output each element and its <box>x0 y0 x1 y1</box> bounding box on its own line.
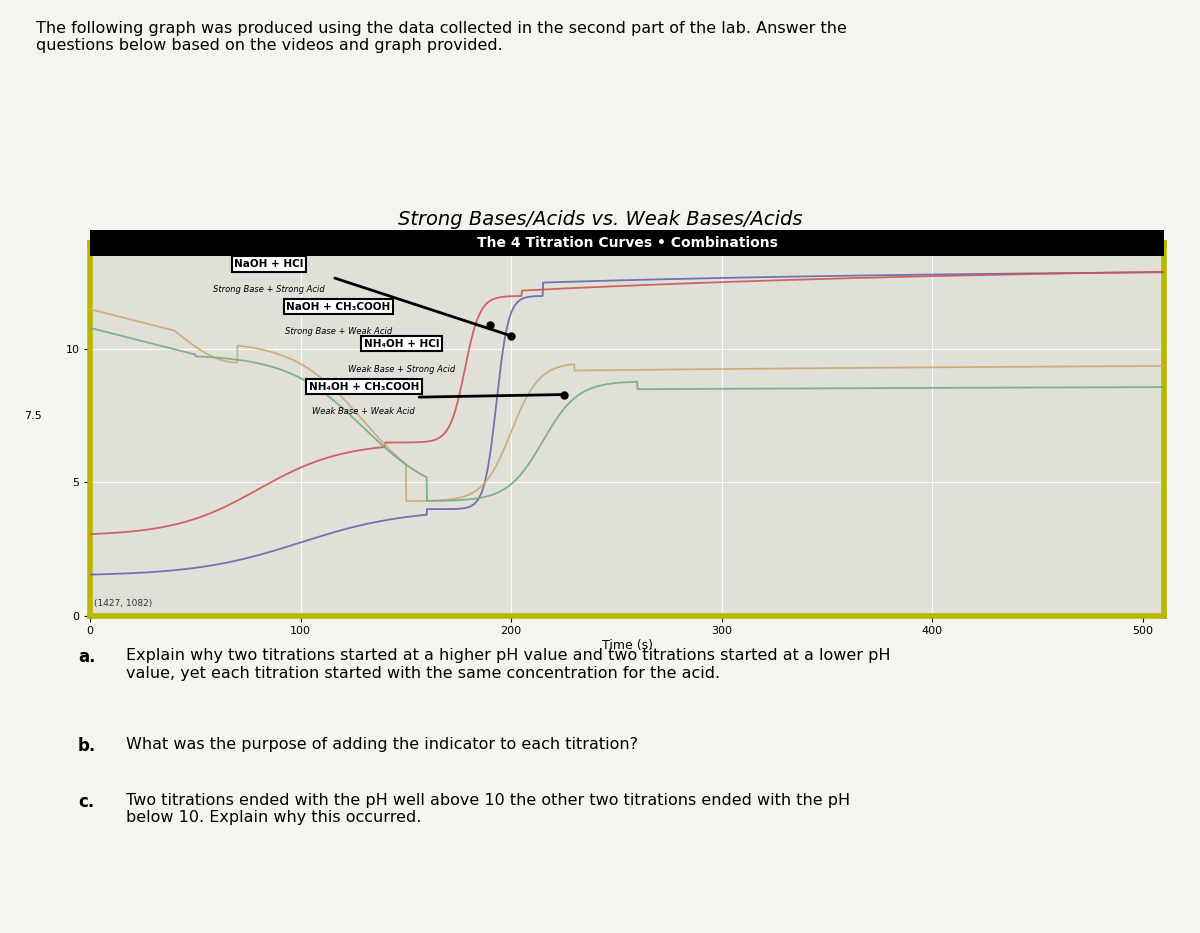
Text: What was the purpose of adding the indicator to each titration?: What was the purpose of adding the indic… <box>126 737 638 752</box>
Text: Explain why two titrations started at a higher pH value and two titrations start: Explain why two titrations started at a … <box>126 648 890 681</box>
Text: Strong Bases/Acids vs. Weak Bases/Acids: Strong Bases/Acids vs. Weak Bases/Acids <box>397 210 803 229</box>
Text: NH₄OH + HCl: NH₄OH + HCl <box>364 339 439 349</box>
Text: 7.5: 7.5 <box>24 411 42 421</box>
Text: Weak Base + Strong Acid: Weak Base + Strong Acid <box>348 365 455 374</box>
Text: Weak Base + Weak Acid: Weak Base + Weak Acid <box>312 408 415 416</box>
X-axis label: Time (s): Time (s) <box>601 639 653 652</box>
Text: NaOH + HCl: NaOH + HCl <box>234 258 304 269</box>
Text: c.: c. <box>78 793 95 811</box>
Text: NH₄OH + CH₃COOH: NH₄OH + CH₃COOH <box>308 382 419 392</box>
Text: The following graph was produced using the data collected in the second part of : The following graph was produced using t… <box>36 21 847 53</box>
Text: Two titrations ended with the pH well above 10 the other two titrations ended wi: Two titrations ended with the pH well ab… <box>126 793 850 826</box>
Text: b.: b. <box>78 737 96 755</box>
Text: Strong Base + Strong Acid: Strong Base + Strong Acid <box>214 285 325 294</box>
Text: (1427, 1082): (1427, 1082) <box>95 599 152 607</box>
Text: Strong Base + Weak Acid: Strong Base + Weak Acid <box>284 327 392 337</box>
Text: NaOH + CH₃COOH: NaOH + CH₃COOH <box>287 301 391 312</box>
Text: a.: a. <box>78 648 96 666</box>
Text: The 4 Titration Curves • Combinations: The 4 Titration Curves • Combinations <box>476 235 778 250</box>
